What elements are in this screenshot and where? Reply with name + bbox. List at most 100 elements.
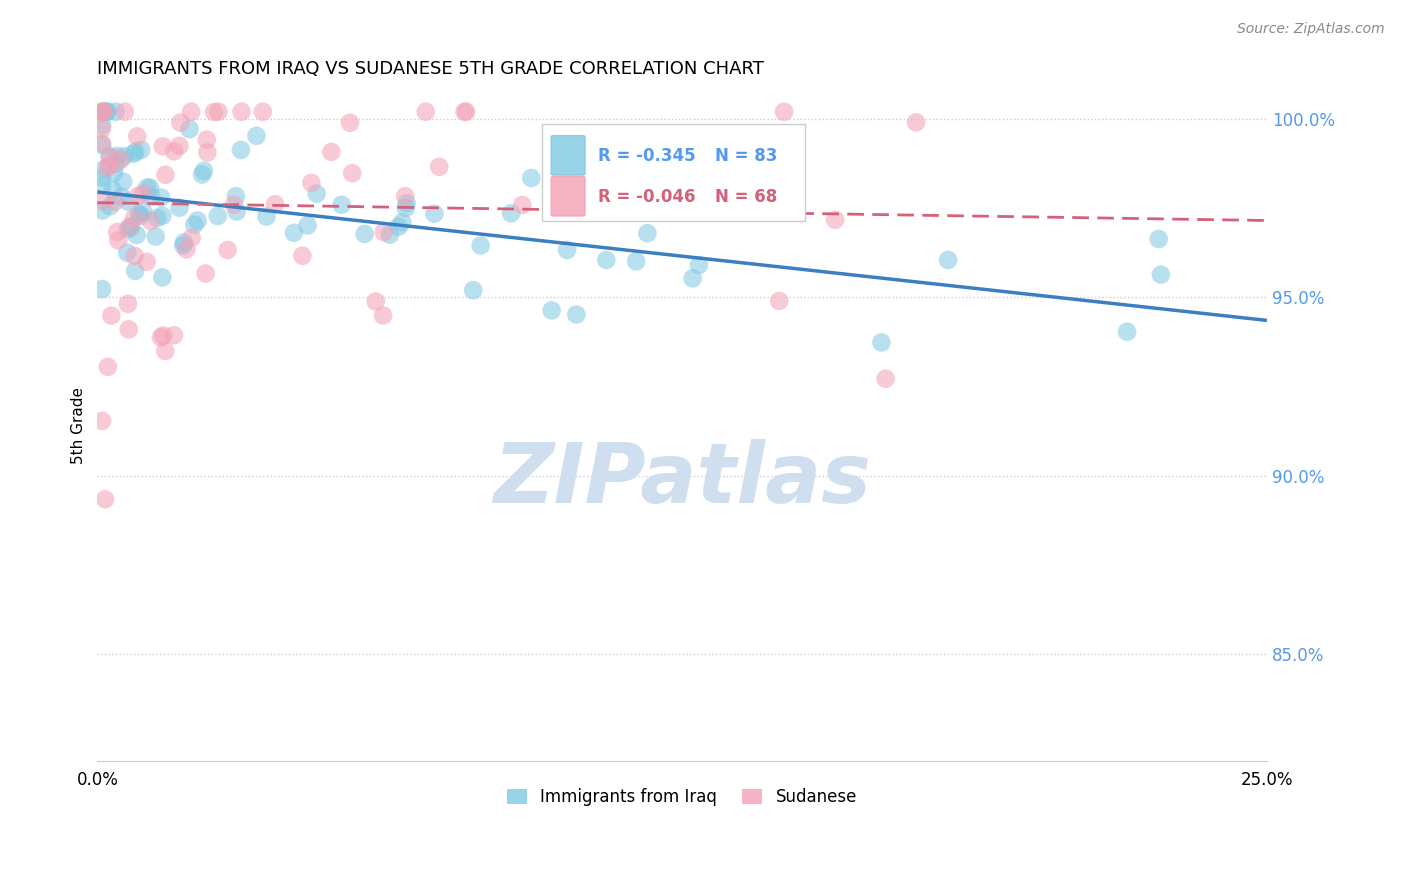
Sudanese: [93, 104, 115, 119]
Sudanese: [163, 328, 186, 343]
Immigrants from Iraq: [125, 227, 148, 242]
Immigrants from Iraq: [305, 186, 328, 201]
Immigrants from Iraq: [139, 180, 162, 194]
Immigrants from Iraq: [173, 235, 195, 250]
Sudanese: [510, 198, 533, 212]
Sudanese: [456, 104, 478, 119]
Sudanese: [97, 161, 120, 175]
Sudanese: [364, 294, 387, 309]
Immigrants from Iraq: [112, 175, 135, 189]
Immigrants from Iraq: [96, 104, 118, 119]
Immigrants from Iraq: [152, 209, 174, 223]
FancyBboxPatch shape: [551, 177, 585, 216]
Immigrants from Iraq: [129, 143, 152, 157]
Immigrants from Iraq: [191, 168, 214, 182]
Immigrants from Iraq: [117, 194, 139, 209]
Immigrants from Iraq: [1150, 268, 1173, 282]
Sudanese: [127, 129, 149, 144]
Sudanese: [94, 492, 117, 507]
Immigrants from Iraq: [229, 143, 252, 157]
Immigrants from Iraq: [105, 157, 128, 171]
Sudanese: [132, 186, 155, 201]
Text: Source: ZipAtlas.com: Source: ZipAtlas.com: [1237, 22, 1385, 37]
Sudanese: [339, 116, 361, 130]
Immigrants from Iraq: [225, 189, 247, 203]
Sudanese: [773, 104, 796, 119]
Immigrants from Iraq: [91, 118, 114, 132]
Immigrants from Iraq: [682, 271, 704, 285]
Immigrants from Iraq: [150, 270, 173, 285]
Immigrants from Iraq: [520, 171, 543, 186]
Immigrants from Iraq: [395, 196, 418, 211]
Sudanese: [124, 249, 146, 263]
Immigrants from Iraq: [183, 218, 205, 232]
Sudanese: [91, 122, 114, 136]
Immigrants from Iraq: [91, 203, 114, 218]
Immigrants from Iraq: [936, 252, 959, 267]
Text: R = -0.046: R = -0.046: [598, 188, 696, 206]
Sudanese: [373, 225, 395, 239]
Sudanese: [824, 212, 846, 227]
Sudanese: [371, 309, 394, 323]
Sudanese: [905, 115, 928, 129]
Sudanese: [98, 158, 121, 172]
Immigrants from Iraq: [870, 335, 893, 350]
Immigrants from Iraq: [624, 254, 647, 268]
Immigrants from Iraq: [423, 207, 446, 221]
Sudanese: [91, 194, 114, 208]
Sudanese: [180, 231, 202, 245]
Immigrants from Iraq: [297, 219, 319, 233]
Sudanese: [427, 160, 450, 174]
Sudanese: [194, 267, 217, 281]
Immigrants from Iraq: [132, 204, 155, 219]
Immigrants from Iraq: [1147, 232, 1170, 246]
Immigrants from Iraq: [1116, 325, 1139, 339]
Immigrants from Iraq: [98, 199, 121, 213]
Sudanese: [176, 243, 198, 257]
Immigrants from Iraq: [93, 104, 115, 119]
Immigrants from Iraq: [98, 149, 121, 163]
Sudanese: [114, 104, 136, 119]
Sudanese: [91, 414, 114, 428]
Immigrants from Iraq: [145, 229, 167, 244]
Immigrants from Iraq: [378, 227, 401, 242]
Immigrants from Iraq: [172, 238, 194, 252]
Sudanese: [110, 153, 132, 167]
Sudanese: [104, 194, 127, 209]
Sudanese: [152, 328, 174, 343]
FancyBboxPatch shape: [551, 136, 585, 175]
Immigrants from Iraq: [501, 206, 523, 220]
Immigrants from Iraq: [117, 245, 139, 260]
Sudanese: [291, 249, 314, 263]
Text: R = -0.345: R = -0.345: [598, 147, 696, 165]
Sudanese: [152, 139, 174, 153]
Sudanese: [91, 104, 114, 119]
Sudanese: [107, 234, 129, 248]
Immigrants from Iraq: [636, 226, 658, 240]
Sudanese: [342, 166, 364, 180]
Immigrants from Iraq: [96, 104, 118, 119]
Sudanese: [117, 297, 139, 311]
Immigrants from Iraq: [91, 170, 114, 185]
Sudanese: [149, 330, 172, 344]
Immigrants from Iraq: [129, 209, 152, 223]
Sudanese: [100, 150, 122, 164]
Immigrants from Iraq: [104, 104, 127, 119]
Sudanese: [180, 104, 202, 119]
Immigrants from Iraq: [225, 204, 247, 219]
Immigrants from Iraq: [91, 282, 114, 296]
Sudanese: [321, 145, 343, 159]
Immigrants from Iraq: [103, 166, 125, 180]
Immigrants from Iraq: [595, 252, 617, 267]
Sudanese: [169, 139, 191, 153]
Immigrants from Iraq: [555, 243, 578, 257]
Sudanese: [197, 145, 219, 160]
Sudanese: [118, 219, 141, 234]
Sudanese: [163, 145, 186, 159]
Immigrants from Iraq: [117, 222, 139, 236]
Immigrants from Iraq: [245, 128, 267, 143]
Immigrants from Iraq: [565, 308, 588, 322]
Immigrants from Iraq: [540, 303, 562, 318]
Immigrants from Iraq: [91, 178, 114, 193]
Immigrants from Iraq: [470, 238, 492, 252]
